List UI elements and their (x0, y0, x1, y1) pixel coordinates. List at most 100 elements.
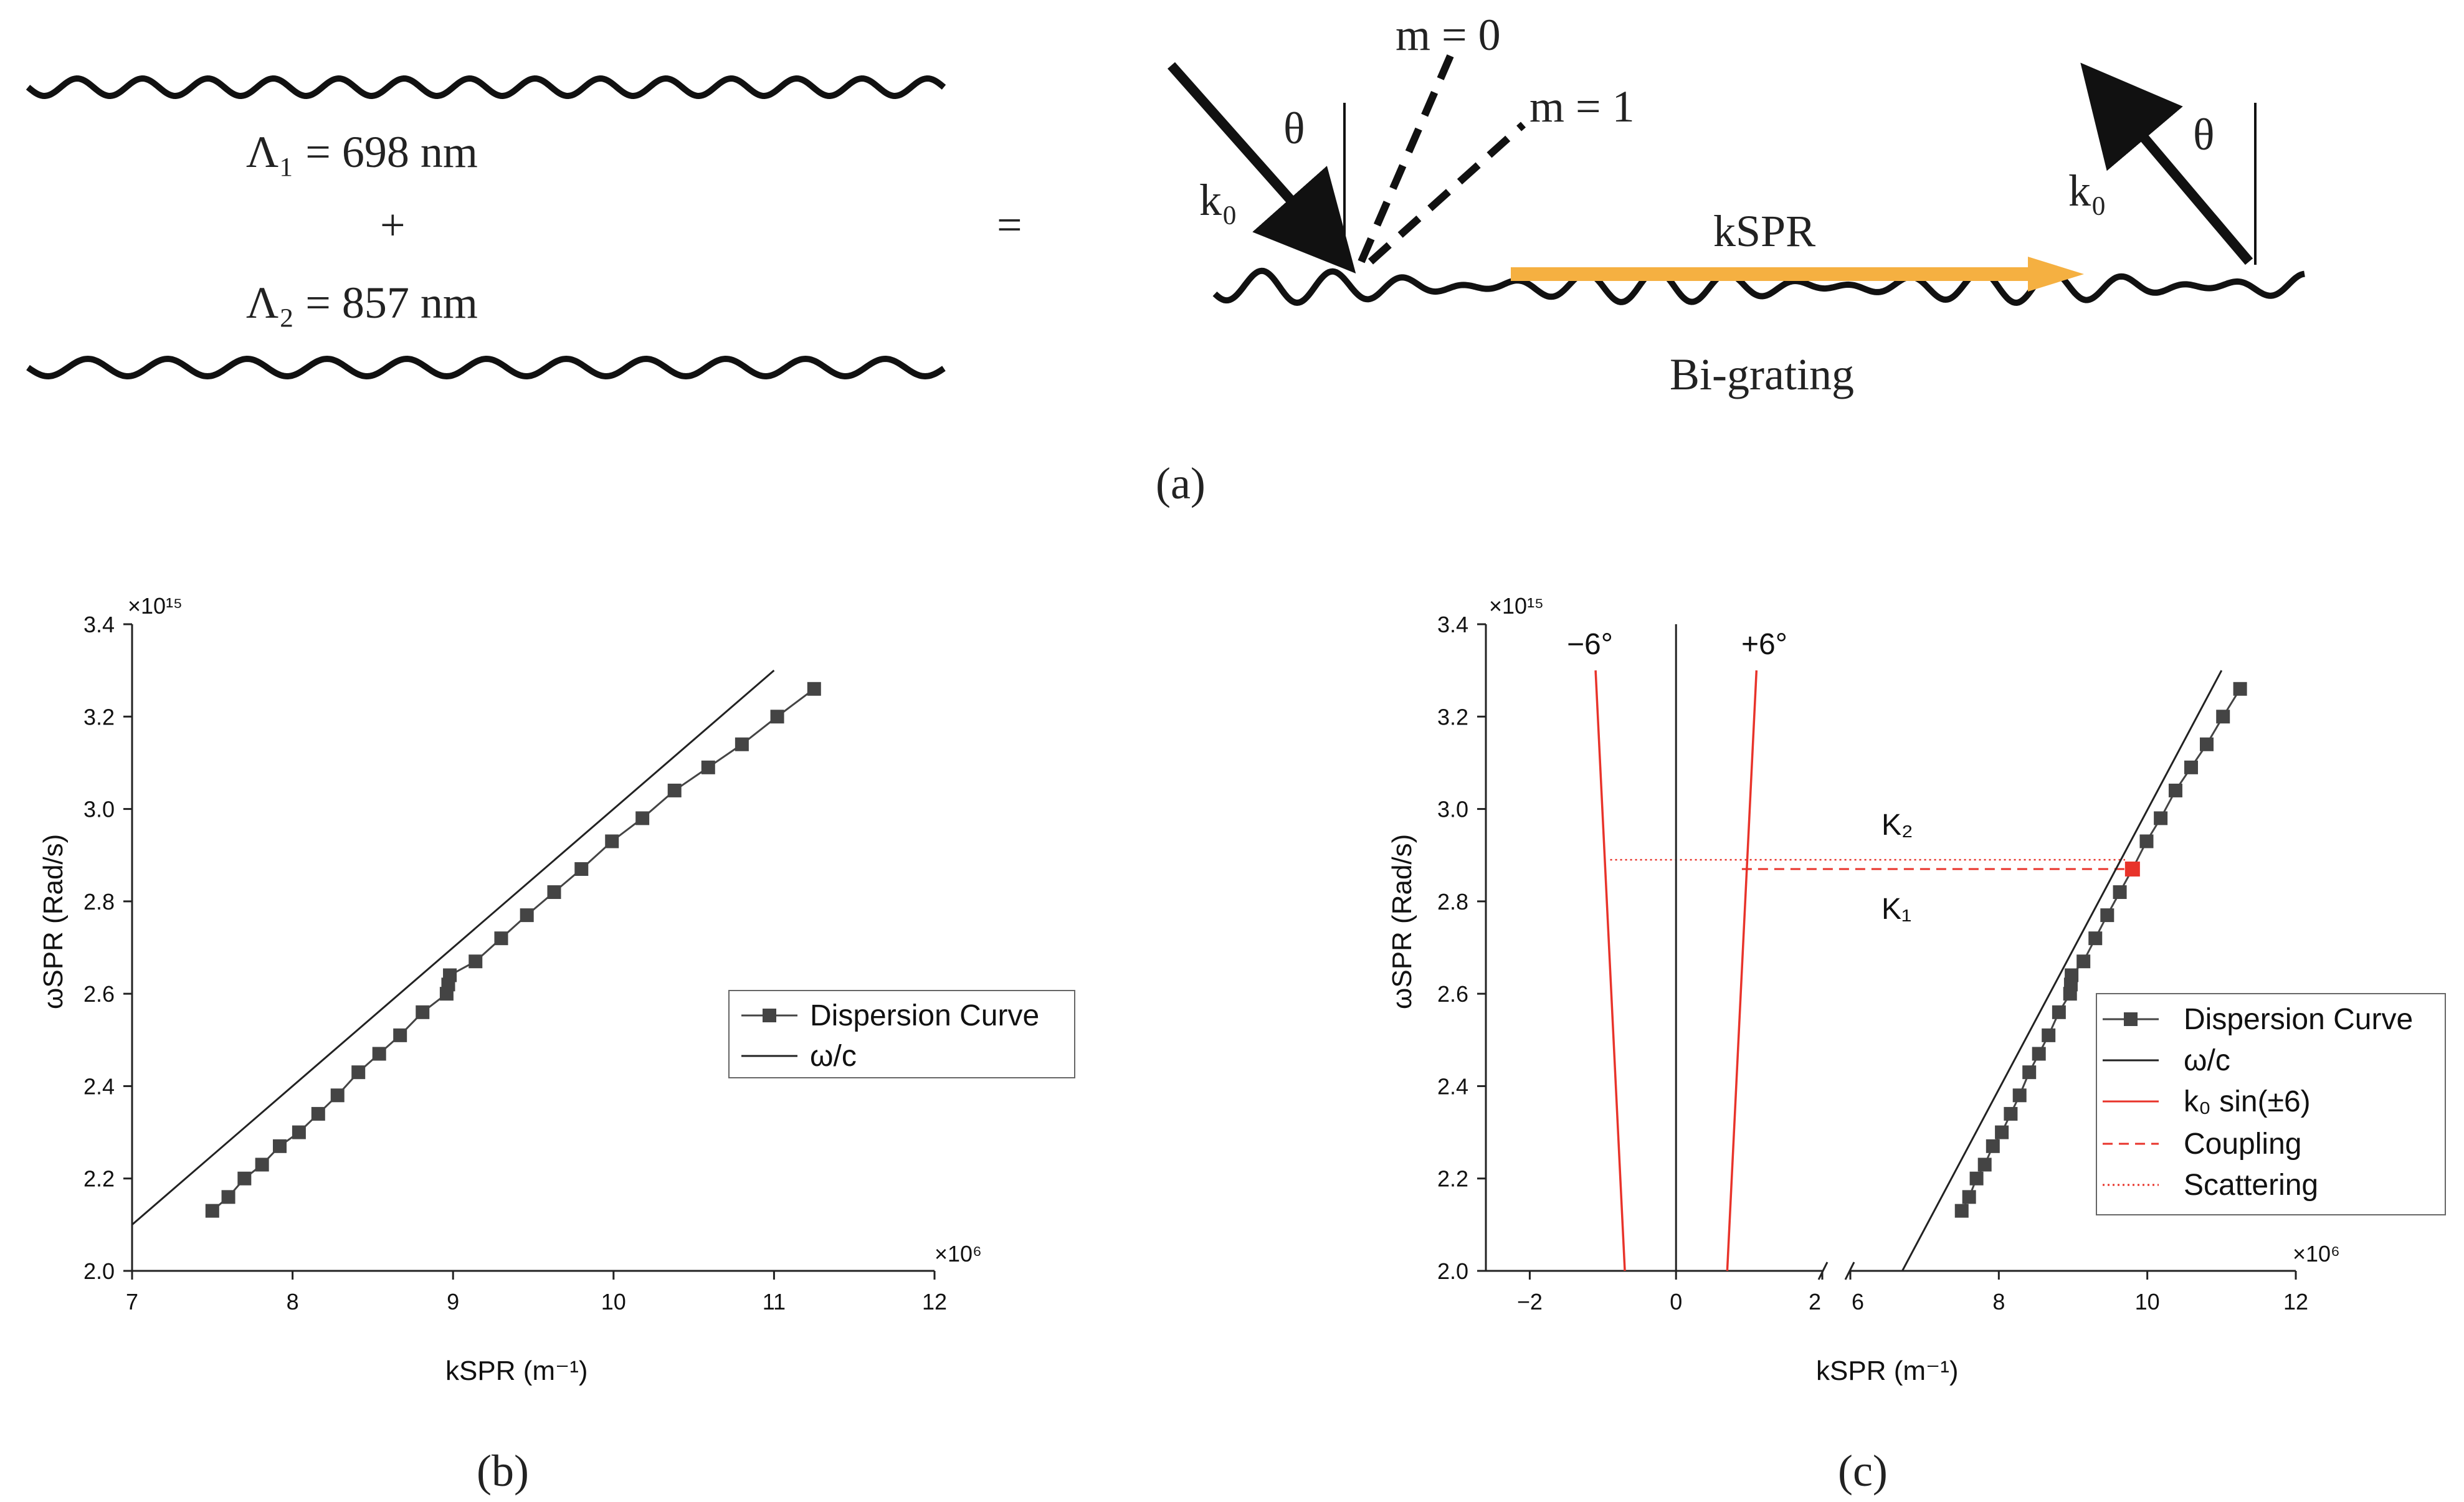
lambda2-label: Λ₂ = 857 nm (246, 278, 478, 328)
panel-b-dispersion-point (205, 1204, 219, 1218)
panel-c-y-tick-label: 3.4 (1437, 612, 1468, 637)
panel-c-x-tick-label: 6 (1852, 1289, 1864, 1314)
panel-b-legend-box (728, 990, 1075, 1078)
panel-c-x-tick-label: 2 (1809, 1289, 1821, 1314)
panel-c-legend-light-label: ω/c (2184, 1044, 2230, 1077)
caption-b: (b) (477, 1446, 529, 1496)
panel-c-legend-dispersion-label: Dispersion Curve (2184, 1003, 2413, 1036)
panel-c-dispersion-point (1986, 1139, 2000, 1153)
panel-c-dispersion-point (2012, 1088, 2027, 1103)
panel-c-y-tick-label: 2.2 (1437, 1166, 1468, 1192)
panel-b-dispersion-point (520, 908, 534, 923)
panel-b-dispersion-point (667, 783, 682, 797)
panel-c-dispersion-point (1969, 1171, 1984, 1186)
panel-c-dispersion-point (2052, 1005, 2066, 1019)
panel-b-y-tick-label: 2.0 (83, 1258, 115, 1284)
panel-c-x-multiplier: ×10⁶ (2293, 1241, 2340, 1267)
panel-c-y-tick-label: 2.6 (1437, 981, 1468, 1007)
caption-a: (a) (1156, 459, 1206, 508)
panel-c-dispersion-point (2042, 1028, 2056, 1042)
panel-b-x-tick-label: 7 (126, 1289, 138, 1314)
panel-b-dispersion-point (735, 737, 749, 751)
panel-b-legend-dispersion-label: Dispersion Curve (810, 999, 1039, 1032)
panel-b-dispersion-point (237, 1171, 252, 1186)
panel-c-legend-coupling-label: Coupling (2184, 1128, 2301, 1161)
panel-c-x-tick-label: −2 (1517, 1289, 1543, 1314)
panel-c-x-tick-label: 0 (1670, 1289, 1682, 1314)
panel-c-series (1594, 624, 2247, 1271)
panel-c-dispersion-point (2184, 760, 2198, 774)
order-m0-label: m = 0 (1396, 10, 1501, 60)
panel-c-plus6-label: +6° (1741, 628, 1787, 661)
panel-c-k1-label: K₁ (1881, 893, 1911, 926)
panel-c-k0-sin-line (1594, 670, 1626, 1271)
panel-c-dispersion-point (2216, 710, 2230, 724)
panel-b-x-tick-label: 10 (601, 1289, 626, 1314)
panel-c-dispersion-point (2032, 1047, 2046, 1061)
panel-b-dispersion-point (605, 834, 619, 848)
panel-c-dispersion-point (2200, 737, 2214, 751)
panel-c-dispersion-point (2113, 885, 2127, 900)
incident-k0-arrow (1168, 62, 1356, 273)
panel-b-dispersion-point (547, 885, 561, 900)
panel-b-y-tick-label: 2.2 (83, 1166, 115, 1192)
panel-c-dispersion-point (2100, 908, 2114, 923)
panel-c-x-tick-label: 8 (1992, 1289, 2005, 1314)
panel-c-y-tick-label: 2.0 (1437, 1258, 1468, 1284)
panel-b-axes: 7 8 9 10 11 12 2.0 2.2 2.4 2.6 2.8 3.0 3.2 3.4 (83, 612, 947, 1314)
bigrating-label: Bi-grating (1670, 349, 1854, 399)
plus-sign: + (380, 200, 406, 250)
panel-c-dispersion-point (1962, 1190, 1976, 1204)
panel-b-dispersion-point (330, 1088, 345, 1103)
panel-c-y-tick-label: 3.0 (1437, 797, 1468, 822)
panel-c-light-line (1901, 670, 2223, 1271)
panel-b-legend: Dispersion Curve ω/c (728, 990, 1075, 1078)
panel-c-legend-k0-label: k₀ sin(±6) (2184, 1085, 2311, 1118)
panel-c-k0-sin-line (1726, 670, 1758, 1271)
panel-b-x-tick-label: 12 (922, 1289, 947, 1314)
panel-c-dispersion-point (2088, 931, 2103, 946)
panel-b-dispersion-point (770, 710, 784, 724)
panel-b-legend-dispersion-marker (763, 1009, 776, 1022)
panel-b-y-tick-label: 2.4 (83, 1073, 115, 1099)
panel-b-dispersion-point (635, 811, 650, 825)
kspr-label: kSPR (1713, 206, 1815, 256)
panel-c-dispersion-point (2139, 834, 2154, 848)
panel-b-dispersion-point (469, 954, 483, 969)
panel-c-legend-scattering-label: Scattering (2184, 1169, 2318, 1202)
panel-c-y-multiplier: ×10¹⁵ (1489, 593, 1544, 619)
panel-c-legend-box (2096, 993, 2446, 1215)
order-m1-label: m = 1 (1529, 82, 1635, 131)
panel-b-y-multiplier: ×10¹⁵ (128, 593, 183, 619)
panel-c-y-tick-label: 2.4 (1437, 1073, 1468, 1099)
panel-b-dispersion-point (443, 968, 457, 982)
panel-c-k2-label: K₂ (1881, 809, 1913, 842)
panel-a: Λ₁ = 698 nm + Λ₂ = 857 nm = θ k₀ m = 0 m… (26, 10, 2305, 508)
panel-b-x-tick-label: 8 (287, 1289, 299, 1314)
panel-c-legend-dispersion-marker (2124, 1012, 2138, 1026)
panel-b-dispersion-point (311, 1106, 325, 1121)
panel-b-dispersion-point (807, 682, 821, 696)
panel-c-y-tick-label: 2.8 (1437, 889, 1468, 915)
panel-c-ylabel: ωSPR (Rad/s) (1387, 834, 1417, 1009)
equals-sign: = (997, 200, 1022, 250)
panel-b-dispersion-point (221, 1190, 235, 1204)
panel-c-minus6-label: −6° (1567, 628, 1613, 661)
panel-b-dispersion-point (494, 931, 508, 946)
kspr-arrowhead (2028, 257, 2084, 292)
panel-b-y-tick-label: 3.2 (83, 704, 115, 730)
panel-c-chart: −2 0 2 6 8 10 12 2.0 2.2 2.4 2.6 2.8 3.0 3.2 3.4 −6° +… (1387, 593, 2446, 1496)
grating-wave-lambda2 (26, 355, 946, 380)
bigrating-wave (1212, 267, 2305, 307)
panel-c-coupling-point (2124, 861, 2140, 877)
panel-b-dispersion-point (701, 760, 715, 774)
reflected-theta-label: θ (2193, 110, 2215, 159)
panel-b-light-line (131, 670, 775, 1225)
panel-b-x-tick-label: 11 (763, 1289, 786, 1314)
caption-c: (c) (1838, 1446, 1888, 1496)
panel-b-dispersion-point (393, 1028, 407, 1042)
order-m1-ray (1368, 121, 1526, 265)
panel-c-dispersion-point (2233, 682, 2247, 696)
panel-b-y-tick-label: 3.0 (83, 797, 115, 822)
